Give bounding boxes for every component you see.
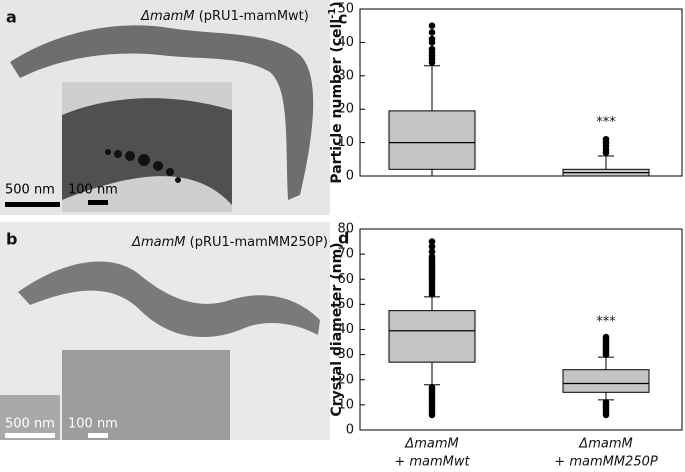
panel-letter: c bbox=[338, 9, 347, 28]
gene: ΔmamM bbox=[140, 9, 194, 24]
y-tick-label: 70 bbox=[337, 247, 354, 262]
y-axis-label: Particle number (cell-1) bbox=[327, 1, 346, 183]
significance: *** bbox=[596, 314, 616, 329]
y-tick-label: 40 bbox=[337, 322, 354, 337]
panel-title: ΔmamM (pRU1-mamMM250P) bbox=[131, 235, 328, 250]
scale-bar-label: 500 nm bbox=[5, 417, 55, 432]
x-tick-label: ΔmamM bbox=[404, 437, 458, 452]
y-tick-label: 0 bbox=[346, 423, 354, 438]
scale-bar-label: 100 nm bbox=[68, 417, 118, 432]
x-tick-label: + mamMM250P bbox=[554, 455, 658, 470]
y-tick-label: 10 bbox=[337, 397, 354, 412]
y-tick-label: 50 bbox=[337, 297, 354, 312]
panel-letter: b bbox=[6, 230, 17, 249]
outlier bbox=[428, 45, 436, 53]
construct: (pRU1-mamMwt) bbox=[195, 9, 309, 24]
y-tick-label: 50 bbox=[337, 2, 354, 17]
outlier bbox=[602, 333, 610, 341]
outlier bbox=[428, 238, 436, 245]
y-tick-label: 40 bbox=[337, 35, 354, 50]
y-tick-label: 60 bbox=[337, 272, 354, 287]
panel-letter: d bbox=[338, 229, 349, 248]
y-tick-label: 30 bbox=[337, 347, 354, 362]
outlier bbox=[428, 383, 436, 391]
gene: ΔmamM bbox=[131, 235, 185, 250]
panel-title: ΔmamM (pRU1-mamMwt) bbox=[140, 9, 309, 24]
plot-frame bbox=[359, 8, 683, 177]
y-axis-label-part: Crystal diameter (nm) bbox=[329, 242, 345, 416]
outlier bbox=[428, 35, 436, 43]
y-tick-label: 30 bbox=[337, 68, 354, 83]
outlier bbox=[602, 399, 610, 406]
significance: *** bbox=[596, 115, 616, 130]
micrograph-b bbox=[0, 222, 330, 440]
scale-bar-label: 500 nm bbox=[5, 183, 55, 198]
outlier bbox=[428, 253, 436, 260]
y-axis-label-part: ) bbox=[329, 1, 345, 7]
outlier bbox=[428, 22, 436, 30]
outlier bbox=[428, 29, 436, 36]
box bbox=[388, 310, 476, 363]
box bbox=[388, 110, 476, 170]
y-tick-label: 20 bbox=[337, 372, 354, 387]
y-tick-label: 10 bbox=[337, 135, 354, 150]
panel-letter: a bbox=[6, 8, 17, 27]
y-axis-label-part: -1 bbox=[327, 8, 338, 19]
x-tick-label: ΔmamM bbox=[578, 437, 632, 452]
outlier bbox=[602, 135, 610, 143]
y-axis-label-part: Particle number (cell bbox=[329, 19, 345, 184]
y-tick-label: 20 bbox=[337, 102, 354, 117]
outlier bbox=[428, 248, 436, 255]
y-axis-label: Crystal diameter (nm) bbox=[329, 242, 345, 416]
y-tick-label: 0 bbox=[346, 169, 354, 184]
outlier bbox=[428, 243, 436, 250]
x-tick-label: + mamMwt bbox=[394, 455, 470, 470]
micrograph-a bbox=[0, 0, 330, 215]
construct: (pRU1-mamMM250P) bbox=[185, 235, 327, 250]
box bbox=[562, 369, 650, 393]
scale-bar-label: 100 nm bbox=[68, 183, 118, 198]
y-tick-label: 80 bbox=[337, 222, 354, 237]
